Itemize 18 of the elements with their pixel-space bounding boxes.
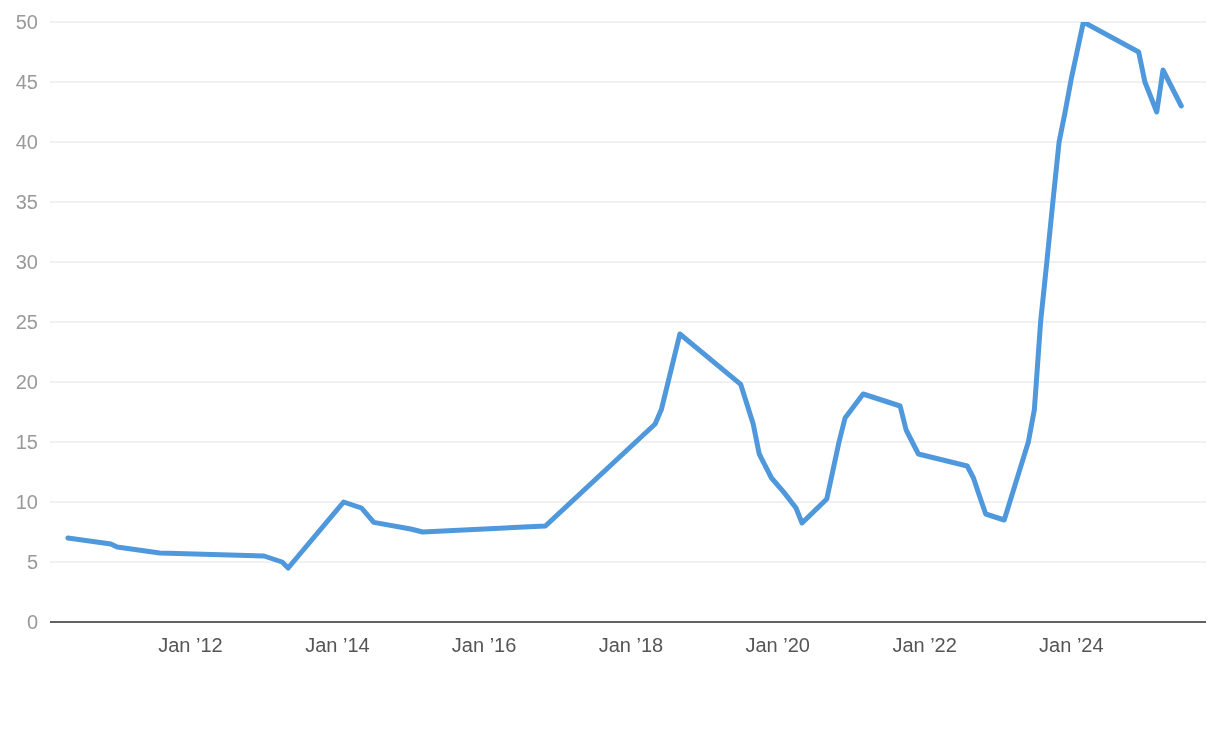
y-tick-label: 35 xyxy=(15,191,38,214)
x-tick-label: Jan ’20 xyxy=(745,634,810,657)
x-tick-label: Jan ’12 xyxy=(158,634,223,657)
x-tick-label: Jan ’24 xyxy=(1039,634,1104,657)
x-tick-label: Jan ’18 xyxy=(598,634,664,657)
y-tick-label: 30 xyxy=(15,251,38,274)
y-tick-label: 25 xyxy=(15,311,38,334)
x-tick-label: Jan ’14 xyxy=(305,634,370,657)
y-tick-label: 20 xyxy=(15,371,38,394)
y-tick-label: 40 xyxy=(15,131,38,154)
y-tick-label: 0 xyxy=(26,611,38,634)
x-tick-label: Jan ’16 xyxy=(451,634,517,657)
x-tick-label: Jan ’22 xyxy=(892,634,957,657)
y-tick-label: 15 xyxy=(15,431,38,454)
y-tick-label: 50 xyxy=(15,11,38,34)
y-tick-label: 10 xyxy=(15,491,38,514)
y-tick-label: 45 xyxy=(15,71,38,94)
y-tick-label: 5 xyxy=(26,551,38,574)
